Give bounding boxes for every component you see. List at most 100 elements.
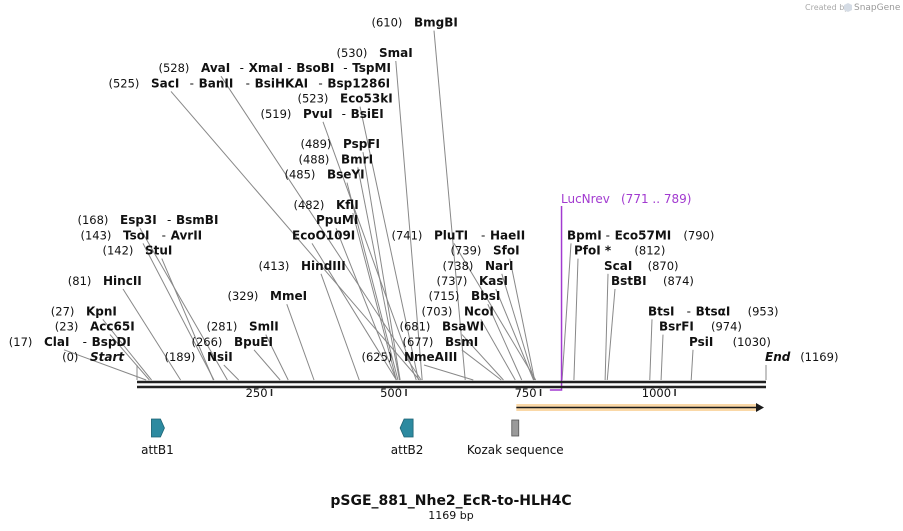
enzyme-name: BsiHKAI (255, 76, 309, 90)
site-ppumi[interactable]: PpuMI (316, 213, 358, 227)
enzyme-name: BbsI (471, 289, 500, 303)
site-end[interactable]: End (1169) (765, 350, 838, 364)
name-separator: - (342, 107, 346, 121)
site-kfli[interactable]: (482) KflI (294, 198, 359, 212)
site-bsrfi[interactable]: BsrFI (974) (659, 320, 742, 334)
feature-arrow-right (151, 418, 165, 438)
site-position: (329) (228, 289, 259, 303)
map-title: pSGE_881_Nhe2_EcR-to-HLH4C (330, 493, 571, 509)
primer-lucnrev[interactable]: LucNrev (771 .. 789) (549, 192, 692, 391)
site-smli[interactable]: (281) SmlI (207, 320, 279, 334)
enzyme-name: BpuEI (234, 335, 273, 349)
site-position: (715) (429, 289, 460, 303)
site-bmri[interactable]: (488) BmrI (299, 152, 374, 166)
site-bbsi[interactable]: (715) BbsI (429, 289, 501, 303)
site-bsawi[interactable]: (681) BsaWI (400, 320, 485, 334)
site-position: (266) (192, 335, 223, 349)
leader-line (311, 243, 397, 381)
enzyme-name: PpuMI (316, 213, 358, 227)
site-hincii[interactable]: (81) HincII (68, 274, 142, 288)
enzyme-name: BsrFI (659, 320, 694, 334)
site-pspfi[interactable]: (489) PspFI (301, 137, 380, 151)
site-bmgbi[interactable]: (610) BmgBI (372, 16, 458, 30)
feature-kozak[interactable]: Kozak sequence (467, 419, 564, 457)
site-nari[interactable]: (738) NarI (443, 259, 514, 273)
site-bsmi[interactable]: (677) BsmI (403, 335, 479, 349)
site-position: (519) (261, 107, 292, 121)
site-tsoi[interactable]: (143) TsoI - AvrII (81, 228, 203, 242)
site-ncoi[interactable]: (703) NcoI (422, 304, 494, 318)
site-pluti[interactable]: (741) PluTI - HaeII (392, 228, 526, 242)
site-position: (523) (298, 92, 329, 106)
enzyme-name: PvuI (303, 107, 333, 121)
leader-line (170, 91, 420, 381)
site-eco0109i[interactable]: EcoO109I (292, 228, 355, 242)
site-smai[interactable]: (530) SmaI (337, 46, 413, 60)
site-pfoi[interactable]: PfoI * (812) (574, 244, 665, 258)
site-sfoi[interactable]: (739) SfoI (451, 244, 520, 258)
site-position: (81) (68, 274, 92, 288)
enzyme-name: BtsI (648, 304, 675, 318)
enzyme-name: NmeAIII (404, 350, 457, 364)
enzyme-name: ClaI (44, 335, 69, 349)
site-nsii[interactable]: (189) NsiI (165, 350, 233, 364)
name-separator: - (240, 61, 244, 75)
site-start[interactable]: (0) Start (62, 350, 125, 364)
site-bstbi[interactable]: BstBI (874) (611, 274, 694, 288)
primer-range: (771 .. 789) (621, 192, 691, 206)
leader-line (395, 60, 423, 381)
enzyme-name: KasI (479, 274, 508, 288)
sequence-backbone (137, 380, 766, 389)
enzyme-name: EcoO109I (292, 228, 355, 242)
site-bseyi[interactable]: (485) BseYI (285, 168, 365, 182)
name-separator: - (83, 335, 87, 349)
feature-label: Kozak sequence (467, 443, 564, 457)
site-avai[interactable]: (528) AvaI - XmaI - BsoBI - TspMI (159, 61, 391, 75)
site-position: (874) (663, 274, 694, 288)
site-acc65i[interactable]: (23) Acc65I (55, 320, 135, 334)
site-stui[interactable]: (142) StuI (103, 244, 173, 258)
site-mmei[interactable]: (329) MmeI (228, 289, 308, 303)
leader-line (649, 319, 653, 381)
feature-box (511, 419, 520, 437)
site-bpmi[interactable]: BpmI - Eco57MI (790) (567, 228, 714, 242)
enzyme-name: PsiI (689, 335, 713, 349)
leader-line (461, 334, 504, 381)
site-position: (17) (9, 335, 33, 349)
leader-line (142, 243, 215, 381)
site-pvui[interactable]: (519) PvuI - BsiEI (261, 107, 384, 121)
leader-line (561, 243, 572, 381)
enzyme-name: BstBI (611, 274, 647, 288)
site-clai[interactable]: (17) ClaI - BspDI (9, 335, 131, 349)
site-kasi[interactable]: (737) KasI (437, 274, 509, 288)
site-scai[interactable]: ScaI (870) (604, 259, 679, 273)
enzyme-name: Eco53kI (340, 92, 393, 106)
leader-line (320, 273, 360, 381)
enzyme-name: NarI (485, 259, 514, 273)
enzyme-name: BspDI (92, 335, 131, 349)
site-btsi[interactable]: BtsI - BtsαI (953) (648, 304, 779, 318)
site-saci[interactable]: (525) SacI - BanII - BsiHKAI - Bsp1286I (109, 76, 391, 90)
enzyme-name: BsmI (445, 335, 478, 349)
feature-attb2[interactable]: attB2 (391, 418, 424, 457)
orf-arrow[interactable] (516, 403, 764, 412)
leader-line (501, 273, 535, 381)
site-psii[interactable]: PsiI (1030) (689, 335, 771, 349)
enzyme-name: SacI (151, 76, 179, 90)
site-kpni[interactable]: (27) KpnI (51, 304, 117, 318)
site-hindiii[interactable]: (413) HindIII (259, 259, 346, 273)
tick-label: 1000 (642, 386, 671, 400)
site-position: (23) (55, 320, 79, 334)
feature-attb1[interactable]: attB1 (141, 418, 174, 457)
site-esp3i[interactable]: (168) Esp3I - BsmBI (78, 213, 219, 227)
site-eco53ki[interactable]: (523) Eco53kI (298, 92, 393, 106)
site-position: (737) (437, 274, 468, 288)
site-position: (489) (301, 137, 332, 151)
orf-arrowhead (756, 403, 764, 412)
leader-line (352, 212, 397, 381)
leader-line (487, 303, 523, 381)
site-nmeaiii[interactable]: (625) NmeAIII (362, 350, 458, 364)
site-bpuei[interactable]: (266) BpuEI (192, 335, 273, 349)
enzyme-name: TspMI (352, 61, 391, 75)
